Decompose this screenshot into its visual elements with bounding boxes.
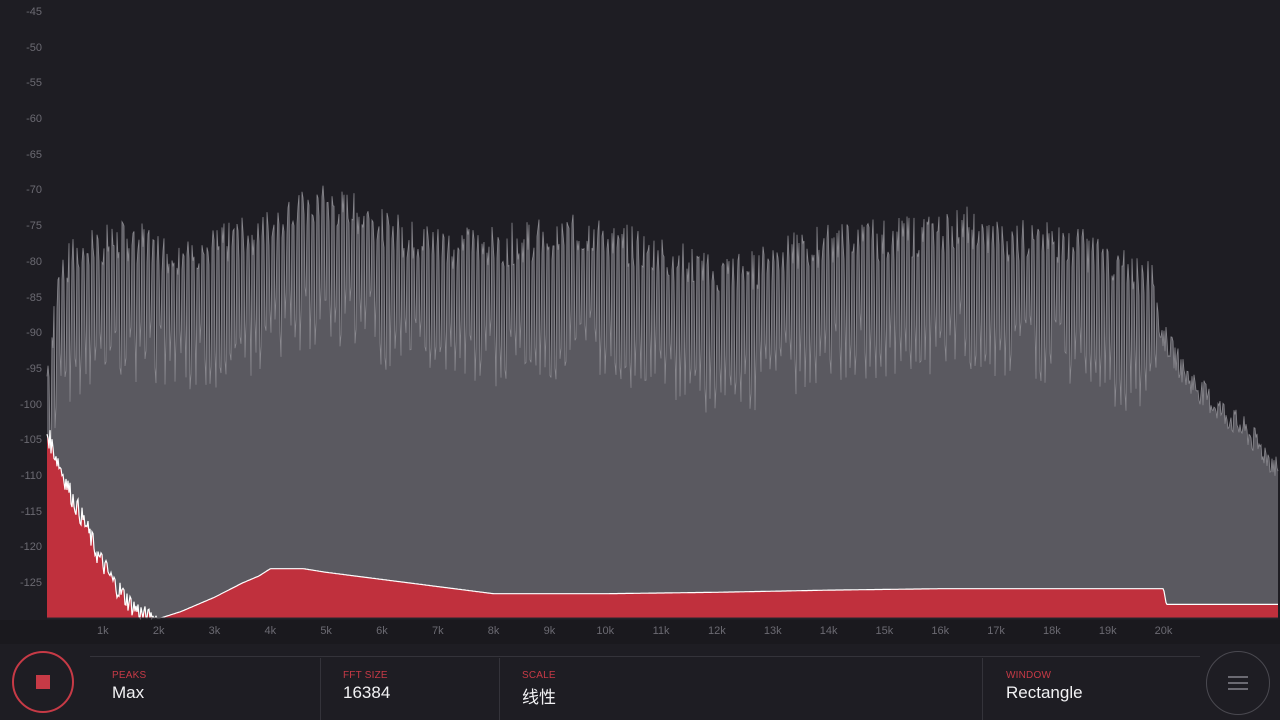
control-bar: PEAKS Max FFT SIZE 16384 SCALE 线性 WINDOW… [0, 644, 1280, 720]
fft-size-control[interactable]: FFT SIZE 16384 [343, 670, 390, 703]
y-tick-label: -80 [26, 255, 42, 268]
separator [499, 658, 500, 720]
x-axis-band [0, 620, 1280, 644]
x-tick-label: 4k [264, 625, 277, 637]
x-tick-label: 7k [431, 625, 444, 637]
y-tick-label: -120 [19, 541, 42, 554]
x-tick-label: 17k [987, 625, 1005, 637]
y-tick-label: -50 [26, 41, 42, 54]
scale-value: 线性 [522, 688, 556, 707]
fft-size-value: 16384 [343, 683, 391, 702]
y-tick-label: -85 [26, 291, 42, 304]
menu-button[interactable] [1206, 651, 1270, 715]
x-tick-label: 14k [819, 625, 838, 637]
peak-hold-series [47, 185, 1278, 618]
y-tick-label: -90 [26, 327, 42, 340]
y-tick-label: -110 [20, 469, 42, 482]
current-spectrum-series [47, 430, 1278, 618]
x-tick-label: 12k [708, 625, 726, 637]
fft-size-label: FFT SIZE [343, 670, 388, 681]
y-tick-label: -100 [19, 398, 42, 411]
window-value: Rectangle [1006, 683, 1083, 702]
y-tick-label: -115 [20, 505, 42, 518]
x-tick-label: 19k [1098, 625, 1117, 637]
x-tick-label: 16k [931, 625, 950, 637]
x-tick-label: 15k [875, 625, 894, 637]
stop-icon [36, 675, 50, 689]
y-tick-label: -125 [19, 577, 42, 589]
y-tick-label: -75 [26, 220, 42, 233]
spectrum-plot: -45 -50 -55 -60 -65 -70 -75 -80 -85 -90 -95 -100 -10… [19, 6, 1279, 620]
x-tick-label: 2k [152, 625, 165, 637]
y-tick-label: -95 [26, 362, 42, 375]
peak-hold-outline [46, 185, 1279, 476]
spectrum-chart [46, 185, 1279, 620]
y-tick-label: -60 [26, 113, 42, 126]
current-spectrum-outline [46, 430, 1278, 620]
footer-divider [90, 656, 1200, 657]
x-tick-label: 5k [320, 625, 332, 637]
x-tick-label: 10k [596, 625, 615, 637]
x-tick-label: 13k [763, 625, 782, 637]
scale-label: SCALE [522, 670, 556, 681]
x-tick-label: 9k [543, 625, 556, 637]
separator [320, 658, 321, 720]
window-label: WINDOW [1006, 670, 1052, 681]
y-tick-label: -105 [19, 434, 42, 447]
separator [982, 658, 983, 720]
x-tick-label: 11k [652, 625, 670, 637]
x-tick-label: 8k [487, 625, 500, 637]
x-tick-label: 1k [97, 625, 109, 637]
menu-icon [1228, 676, 1248, 690]
y-tick-label: -70 [26, 184, 42, 197]
x-tick-label: 6k [376, 625, 388, 637]
x-tick-label: 18k [1043, 625, 1061, 637]
y-tick-label: -45 [26, 6, 42, 18]
peaks-value: Max [112, 683, 145, 702]
peaks-control[interactable]: PEAKS Max [112, 670, 146, 703]
window-control[interactable]: WINDOW Rectangle [1006, 670, 1083, 703]
x-tick-label: 20k [1154, 625, 1173, 637]
x-tick-label: 3k [208, 625, 221, 637]
y-tick-label: -65 [26, 148, 42, 161]
scale-control[interactable]: SCALE 线性 [522, 670, 556, 708]
peaks-label: PEAKS [112, 670, 147, 681]
stop-button[interactable] [12, 651, 74, 713]
y-tick-label: -55 [26, 77, 42, 90]
